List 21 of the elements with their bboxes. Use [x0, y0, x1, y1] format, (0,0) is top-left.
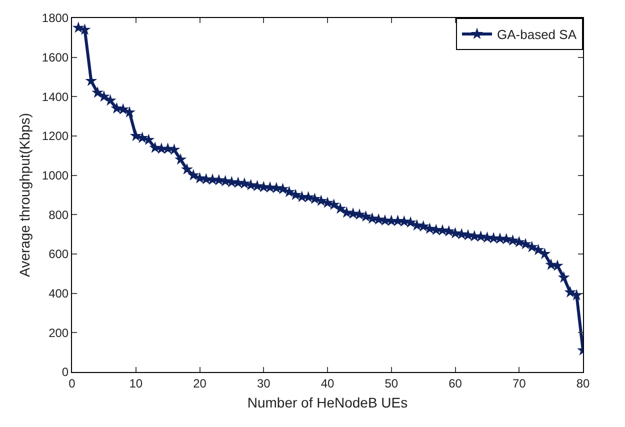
x-tick-label: 50: [384, 376, 398, 390]
y-tick-label: 400: [48, 286, 69, 301]
x-axis-title: Number of HeNodeB UEs: [247, 394, 408, 411]
y-tick-label: 600: [48, 247, 69, 262]
y-tick-label: 0: [62, 365, 69, 380]
x-tick-label: 10: [129, 376, 143, 390]
x-tick-label: 20: [193, 376, 207, 390]
x-tick-label: 70: [512, 376, 526, 390]
x-tick-label: 40: [320, 376, 334, 390]
x-tick-label: 60: [448, 376, 462, 390]
y-axis-title: Average throughput(Kbps): [16, 113, 32, 277]
y-tick-label: 800: [48, 208, 69, 222]
y-tick-label: 1200: [42, 129, 69, 144]
y-tick-label: 200: [48, 326, 69, 340]
y-tick-label: 1600: [42, 50, 69, 65]
y-tick-label: 1000: [42, 168, 69, 183]
y-tick-label: 1400: [42, 90, 69, 104]
x-tick-label: 80: [576, 376, 590, 390]
x-tick-label: 30: [256, 376, 271, 390]
y-tick-label: 1800: [42, 11, 69, 26]
legend-label: GA-based SA: [497, 27, 577, 42]
